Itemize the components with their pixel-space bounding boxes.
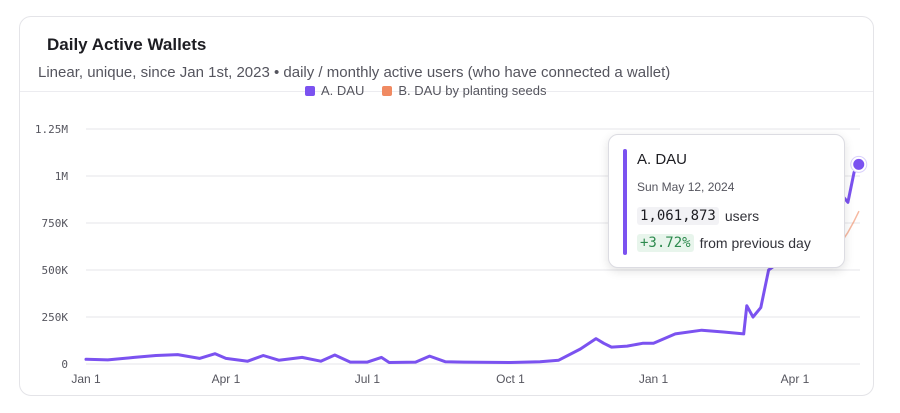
legend-label-series-b: B. DAU by planting seeds: [398, 83, 547, 98]
y-tick-label-2: 500K: [42, 264, 69, 277]
y-tick-label-0: 0: [61, 358, 68, 371]
y-tick-label-5: 1.25M: [35, 123, 68, 136]
tooltip-value: 1,061,873: [637, 207, 719, 225]
tooltip-change: +3.72%: [637, 234, 694, 252]
tooltip-series-bar: [623, 149, 627, 255]
y-tick-label-1: 250K: [42, 311, 69, 324]
chart-title: Daily Active Wallets: [47, 35, 207, 54]
chart-subtitle: Linear, unique, since Jan 1st, 2023 • da…: [38, 64, 671, 81]
x-tick-label-4: Jan 1: [639, 372, 669, 386]
legend-item-series-b[interactable]: B. DAU by planting seeds: [382, 83, 546, 98]
y-tick-label-4: 1M: [55, 170, 69, 183]
x-tick-label-1: Apr 1: [212, 372, 241, 386]
tooltip-change-row: +3.72% from previous day: [637, 234, 811, 252]
header-divider: [20, 91, 873, 92]
tooltip-value-unit: users: [724, 208, 760, 224]
tooltip-change-text: from previous day: [699, 235, 811, 251]
legend-item-series-a[interactable]: A. DAU: [305, 83, 364, 98]
legend-swatch-series-a: [305, 85, 315, 96]
hover-point: [853, 158, 865, 170]
hover-tooltip: A. DAU Sun May 12, 2024 1,061,873 users …: [608, 134, 845, 268]
x-tick-label-3: Oct 1: [496, 372, 525, 386]
tooltip-date: Sun May 12, 2024: [637, 180, 735, 194]
tooltip-value-row: 1,061,873 users: [637, 207, 759, 225]
y-tick-label-3: 750K: [42, 217, 69, 230]
chart-legend: A. DAU B. DAU by planting seeds: [305, 83, 546, 98]
legend-label-series-a: A. DAU: [321, 83, 365, 98]
x-tick-label-0: Jan 1: [71, 372, 101, 386]
tooltip-series-name: A. DAU: [637, 151, 688, 168]
x-tick-label-2: Jul 1: [355, 372, 381, 386]
x-tick-label-5: Apr 1: [781, 372, 810, 386]
legend-swatch-series-b: [382, 85, 393, 96]
